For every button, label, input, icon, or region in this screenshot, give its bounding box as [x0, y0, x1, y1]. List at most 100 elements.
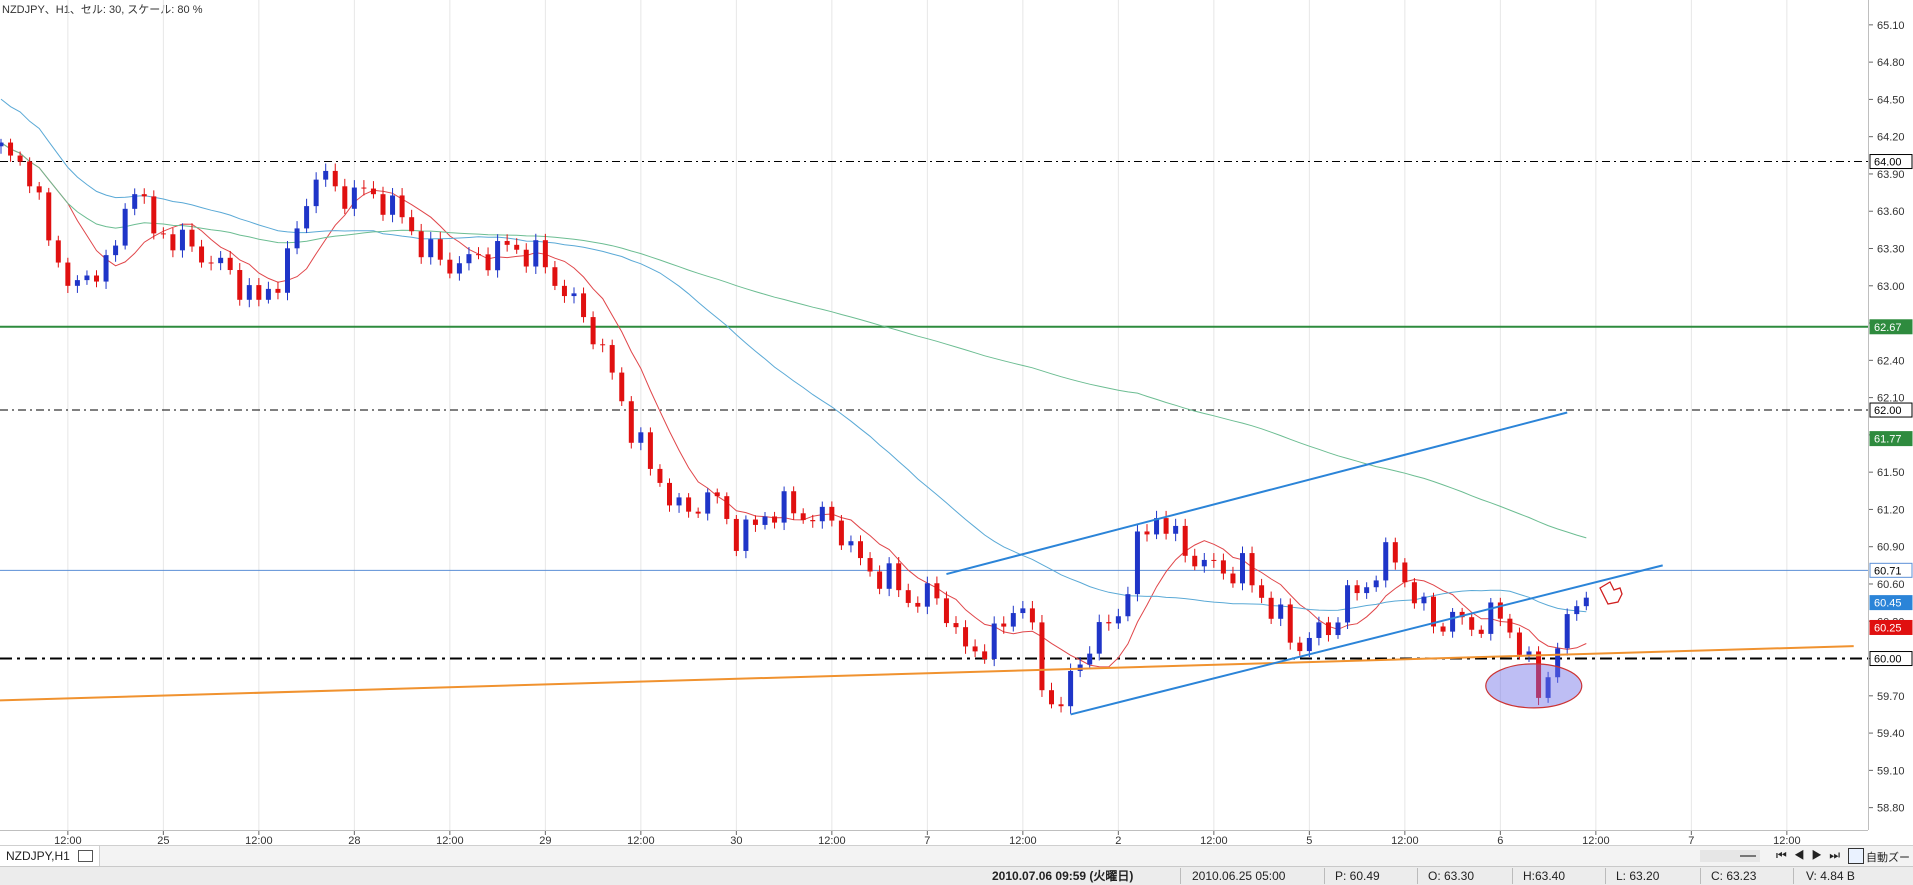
- support-trendline: [0, 645, 1854, 702]
- candle-body: [0, 142, 4, 147]
- time-tick-label: 25: [157, 835, 169, 847]
- candle-body: [1297, 642, 1303, 652]
- price-tick-label: 62.40: [1877, 355, 1905, 367]
- price-chart[interactable]: [0, 0, 1868, 830]
- candle-body: [991, 623, 997, 660]
- candle-body: [1240, 553, 1245, 584]
- candle-body: [1182, 525, 1188, 556]
- candle-body: [437, 239, 443, 260]
- candle-body: [1325, 622, 1331, 636]
- scrollbar-thumb[interactable]: [1740, 855, 1756, 857]
- candle-body: [762, 516, 768, 525]
- status-separator: [1605, 868, 1606, 884]
- candle-body: [65, 262, 71, 286]
- candle-body: [1259, 585, 1265, 598]
- price-badge-label: 62.67: [1874, 322, 1902, 334]
- candle-body: [218, 257, 224, 264]
- candle-body: [724, 496, 730, 519]
- horizontal-scrollbar[interactable]: [1700, 850, 1760, 862]
- candle-body: [1392, 542, 1398, 563]
- candle-body: [1077, 664, 1083, 671]
- candle-body: [1421, 596, 1427, 604]
- candle-body: [1507, 618, 1513, 633]
- candle-body: [657, 468, 663, 483]
- candle-body: [170, 234, 176, 251]
- candle-body: [1411, 582, 1417, 604]
- candle-body: [552, 267, 558, 286]
- time-tick-label: 29: [539, 835, 551, 847]
- candle-body: [456, 263, 462, 274]
- candle-body: [1087, 653, 1093, 665]
- candle-body: [485, 254, 491, 271]
- price-tick-label: 60.90: [1877, 542, 1905, 554]
- candle-body: [1450, 611, 1456, 632]
- chart-tab-label: NZDJPY,H1: [6, 849, 70, 863]
- candle-body: [667, 482, 672, 506]
- price-tick-label: 63.30: [1877, 244, 1905, 256]
- candle-body: [1545, 677, 1551, 698]
- candle-body: [963, 627, 969, 647]
- status-separator: [1512, 868, 1513, 884]
- candle-body: [1335, 622, 1341, 636]
- status-volume: V: 4.84 B: [1806, 869, 1855, 883]
- candle-body: [1001, 623, 1007, 627]
- candle-body: [1268, 597, 1274, 619]
- window-icon[interactable]: [77, 850, 93, 862]
- price-tick-label: 61.50: [1877, 467, 1905, 479]
- price-tick-label: 65.10: [1877, 20, 1905, 32]
- time-tick-label: 12:00: [818, 835, 846, 847]
- price-badge-label: 62.00: [1874, 405, 1902, 417]
- candle-body: [609, 345, 615, 373]
- candle-body: [695, 511, 701, 514]
- candle-body: [571, 293, 577, 297]
- channel-connector: [1071, 444, 1111, 714]
- candle-body: [542, 240, 548, 268]
- candle-body: [1201, 559, 1207, 567]
- price-badge: [1869, 619, 1913, 635]
- candle-body: [953, 623, 959, 628]
- price-axis[interactable]: 65.10 64.80 64.50 64.20 63.90 63.60 63.30 63.00…: [1868, 0, 1913, 830]
- candle-body: [1096, 622, 1102, 654]
- time-tick-label: 12:00: [1773, 835, 1801, 847]
- candle-body: [705, 492, 711, 514]
- candle-body: [1402, 562, 1408, 583]
- candle-body: [523, 249, 529, 267]
- candle-body: [1383, 542, 1389, 581]
- candle-body: [390, 195, 396, 215]
- candle-body: [533, 240, 539, 267]
- price-tick-label: 64.80: [1877, 57, 1905, 69]
- price-tick-label: 63.60: [1877, 206, 1905, 218]
- time-tick-label: 2: [1115, 835, 1121, 847]
- candle-body: [905, 590, 911, 603]
- chart-tab[interactable]: NZDJPY,H1: [0, 846, 100, 866]
- candle-body: [924, 583, 930, 607]
- candle-body: [27, 161, 33, 187]
- candle-body: [867, 558, 873, 572]
- candle-body: [122, 208, 128, 246]
- navigation-buttons[interactable]: ⏮◀▶⏭: [1776, 848, 1848, 862]
- candle-body: [1583, 597, 1589, 607]
- status-separator: [1324, 868, 1325, 884]
- candle-body: [934, 583, 940, 599]
- price-badge-label: 60.71: [1874, 565, 1902, 577]
- candle-body: [1564, 614, 1570, 649]
- price-badge: [1869, 154, 1913, 170]
- candle-body: [55, 240, 61, 263]
- candle-body: [246, 285, 252, 300]
- price-badge: [1869, 402, 1913, 418]
- zoom-icon[interactable]: [1848, 848, 1864, 864]
- status-close: C: 63.23: [1711, 869, 1757, 883]
- candle-body: [227, 257, 233, 271]
- candle-body: [1555, 648, 1561, 678]
- candle-body: [1115, 616, 1121, 624]
- candle-body: [915, 602, 921, 607]
- candle-body: [1364, 587, 1370, 594]
- chart-plot[interactable]: [0, 0, 1868, 830]
- candle-body: [1497, 602, 1503, 619]
- chart-header: NZDJPY、H1、セル: 30, スケール: 80 %: [2, 4, 203, 16]
- candle-body: [342, 186, 348, 209]
- status-open: O: 63.30: [1428, 869, 1475, 883]
- status-separator: [1700, 868, 1701, 884]
- price-badge-label: 64.00: [1874, 157, 1902, 169]
- status-low: L: 63.20: [1616, 869, 1660, 883]
